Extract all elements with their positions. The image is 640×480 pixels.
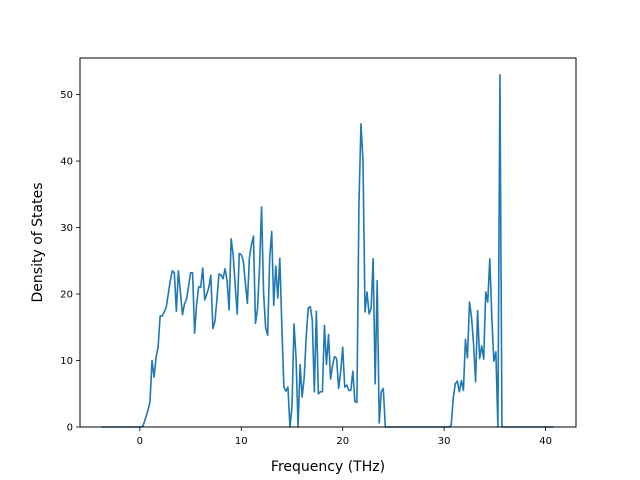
y-axis-ticks: 0 10 20 30 40 50 — [60, 90, 80, 434]
plot-frame — [79, 57, 577, 428]
y-tick-label: 30 — [60, 223, 73, 234]
series-line-0 — [101, 73, 554, 428]
y-axis-label: Density of States — [30, 183, 46, 303]
x-tick-label: 10 — [235, 436, 248, 447]
y-tick-label: 20 — [60, 290, 73, 301]
x-tick-label: 30 — [438, 436, 451, 447]
x-axis-ticks: 0 10 20 30 40 — [137, 427, 552, 447]
series-layer — [101, 73, 554, 428]
plot-area — [80, 58, 576, 427]
x-tick-label: 20 — [336, 436, 349, 447]
x-tick-label: 0 — [137, 436, 143, 447]
y-tick-label: 40 — [60, 157, 73, 168]
y-tick-label: 50 — [60, 90, 73, 101]
y-tick-label: 10 — [60, 356, 73, 367]
x-tick-label: 40 — [539, 436, 552, 447]
y-tick-label: 0 — [67, 423, 73, 434]
x-axis-label: Frequency (THz) — [271, 459, 385, 475]
